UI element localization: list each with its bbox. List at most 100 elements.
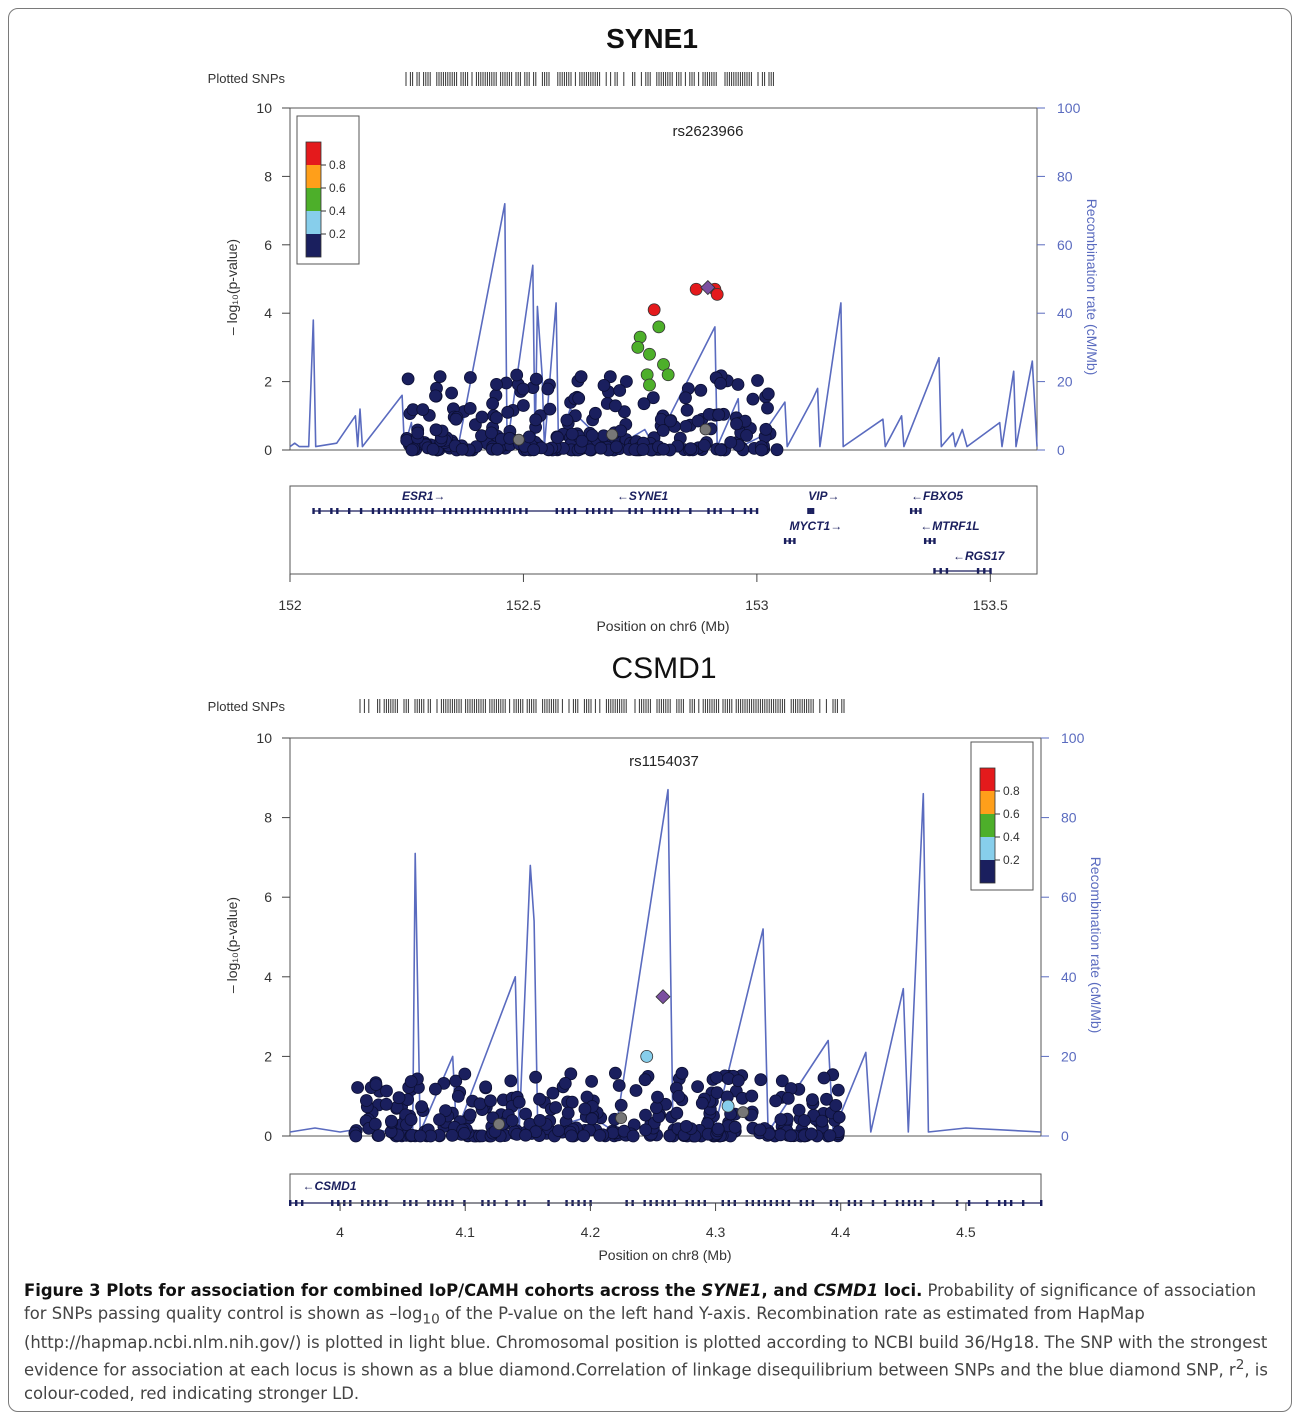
snp-point (449, 1074, 463, 1088)
snp-point-ld (661, 368, 675, 382)
snp-point (781, 1092, 795, 1105)
x-tick-label: 4.1 (455, 1224, 475, 1240)
snp-point (533, 1114, 547, 1127)
legend-swatch (980, 860, 995, 883)
snp-point (770, 443, 784, 457)
gene-exon (909, 508, 913, 514)
snp-point (759, 422, 773, 436)
gene-exon (933, 568, 936, 574)
x-tick-label: 4.4 (831, 1224, 851, 1240)
snp-point (490, 377, 503, 391)
legend-label: 0.6 (329, 181, 346, 195)
snp-point (710, 1071, 723, 1084)
snp-point (411, 426, 425, 440)
snp-point (651, 1090, 664, 1104)
snp-point-ld (640, 1050, 654, 1063)
gene-exon (997, 1200, 1001, 1206)
caption-sub: 10 (422, 1311, 440, 1328)
gene-exon (743, 508, 747, 514)
gene-exon (336, 508, 339, 514)
snp-point (792, 1103, 806, 1117)
snp-point (714, 443, 728, 457)
gene-exon (919, 508, 922, 514)
snp-point (585, 428, 599, 442)
snp-point (519, 1128, 532, 1142)
panel-2-lead-snp-label: rs1154037 (629, 753, 699, 770)
gene-exon (401, 508, 404, 514)
x-tick-label: 4.2 (581, 1224, 601, 1240)
caption-title-gene-1: SYNE1 (701, 1281, 762, 1300)
gene-exon (707, 508, 710, 514)
y-right-tick-label: 40 (1057, 305, 1073, 321)
gene-exon (985, 1200, 989, 1206)
panel-2-ylabel-right: Recombination rate (cM/Mb) (1088, 857, 1104, 1034)
snp-point (433, 1113, 446, 1126)
figure-svg: SYNE1 Plotted SNPs rs2623966 Position on… (208, 23, 1104, 1263)
snp-point (679, 391, 692, 405)
snp-point (593, 1129, 607, 1142)
gene-exon (788, 538, 791, 544)
snp-point (463, 401, 477, 415)
snp-point (433, 370, 447, 384)
gene-exon (347, 508, 351, 514)
gene-exon (567, 508, 571, 514)
gene-label: ←MTRF1L (920, 519, 979, 533)
y-tick-label: 2 (264, 374, 272, 390)
panel-1-plotted-snps-label: Plotted SNPs (208, 71, 286, 86)
snp-point (505, 1114, 519, 1127)
gene-exon (573, 508, 577, 514)
x-tick-label: 4.3 (706, 1224, 726, 1240)
gene-exon (454, 508, 458, 514)
gene-exon (731, 508, 734, 514)
snp-point (552, 1124, 565, 1137)
gene-exon (628, 508, 631, 514)
gene-exon (525, 508, 528, 514)
y-right-tick-label: 80 (1061, 810, 1077, 826)
snp-point (533, 1092, 546, 1106)
snp-point (565, 1095, 579, 1109)
caption-label: Figure 3 (24, 1281, 101, 1300)
snp-point (695, 1096, 709, 1110)
gene-exon (466, 508, 470, 514)
caption-title-2: , and (761, 1281, 814, 1300)
legend-swatch (306, 211, 321, 234)
snp-point (404, 1113, 418, 1126)
legend-swatch (306, 142, 321, 165)
snp-point (636, 443, 650, 456)
gene-exon (1040, 1200, 1043, 1206)
gene-exon (318, 508, 321, 514)
snp-point (416, 403, 430, 417)
snp-point (564, 1067, 578, 1081)
legend-swatch-frame (979, 767, 996, 884)
panel-2-ylabel: – log₁₀(p-value) (224, 897, 240, 993)
snp-point (657, 442, 670, 456)
snp-point (745, 1089, 759, 1103)
snp-point (831, 1083, 845, 1097)
gene-exon (923, 538, 927, 544)
snp-point-missing (512, 433, 525, 446)
snp-point (804, 1127, 818, 1141)
gene-exon (395, 508, 398, 514)
snp-point (529, 413, 543, 427)
snp-point-missing (737, 1106, 749, 1118)
gene-exon (640, 508, 643, 514)
snp-point-ld (643, 378, 656, 392)
gene-label: MYCT1→ (790, 519, 843, 533)
gene-exon (431, 508, 434, 514)
gene-exon (330, 508, 333, 514)
panel-1-xlabel: Position on chr6 (Mb) (596, 618, 729, 634)
snp-point (751, 374, 764, 387)
snp-point (724, 435, 738, 449)
snp-point (675, 1066, 689, 1080)
gene-exon (592, 508, 595, 514)
snp-point (463, 371, 477, 384)
snp-point (527, 443, 541, 457)
snp-point (578, 1102, 592, 1116)
snp-point (455, 442, 469, 456)
snp-point (517, 399, 530, 412)
snp-point (380, 1084, 393, 1098)
gene-exon (676, 508, 680, 514)
snp-point (560, 413, 574, 427)
snp-point (445, 386, 459, 400)
legend-swatch (306, 234, 321, 257)
